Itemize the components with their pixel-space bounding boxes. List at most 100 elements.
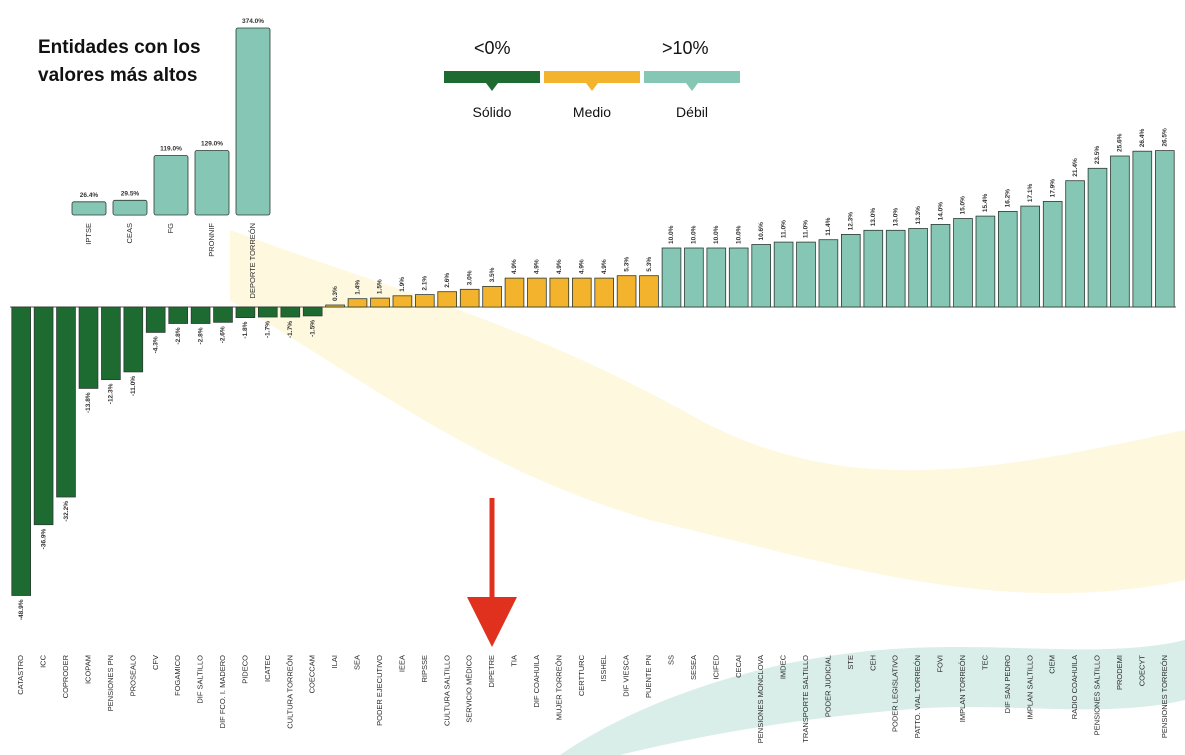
bar-icatec xyxy=(257,306,278,318)
category-label-icc: ICC xyxy=(39,654,48,668)
bar-coproder xyxy=(56,306,76,498)
value-label-servicio-medico: 3.0% xyxy=(466,270,473,285)
category-label-ilai: ILAI xyxy=(330,655,339,668)
background-swoosh-teal xyxy=(560,640,1185,755)
value-label-dif-saltillo: -2.8% xyxy=(197,327,204,344)
bar-radio-coahuila xyxy=(1065,180,1085,308)
value-label-certturc: 4.9% xyxy=(579,259,586,274)
value-label-tia: 4.9% xyxy=(511,259,518,274)
bar-cfv xyxy=(145,306,166,333)
bar-implan-torreon xyxy=(953,218,973,308)
category-label-dif-coahuila: DIF COAHUILA xyxy=(532,655,541,708)
legend: <0% >10% Sólido Medio Débil xyxy=(444,38,744,128)
category-label-ceh: CEH xyxy=(868,655,877,671)
bar-catastro xyxy=(11,306,31,596)
bar-puente-pn xyxy=(639,275,659,308)
value-label-icopam: -13.8% xyxy=(85,392,92,413)
bar-icifed xyxy=(706,247,727,308)
category-label-tia: TIA xyxy=(509,655,518,667)
value-label-poder-judicial: 11.4% xyxy=(825,217,832,235)
bar-pensiones-saltillo xyxy=(1087,167,1108,308)
bar-pideco xyxy=(235,306,256,319)
category-label-dif-san-pedro: DIF SAN PEDRO xyxy=(1003,655,1012,714)
bar-pensiones-monclova xyxy=(751,244,771,308)
value-label-puente-pn: 5.3% xyxy=(646,257,653,272)
category-label-icatec: ICATEC xyxy=(263,654,272,682)
background-swoosh-yellow xyxy=(230,230,1185,594)
value-label-pideco: -1.8% xyxy=(242,321,249,338)
bar-fogamico xyxy=(168,306,189,324)
bar-ss xyxy=(661,247,682,308)
category-label-implan-torreon: IMPLAN TORREÓN xyxy=(958,655,967,722)
value-label-icifed: 10.0% xyxy=(713,225,720,244)
category-label-pideco: PIDECO xyxy=(240,655,249,684)
category-label-cecai: CECAI xyxy=(734,655,743,678)
legend-swatch-debil xyxy=(644,71,740,83)
inset-value-label-ceas: 29.5% xyxy=(121,190,140,197)
category-label-dif-saltillo: DIF SALTILLO xyxy=(196,655,205,704)
inset-bar-deporte-torreon xyxy=(235,27,271,216)
value-label-transporte-saltillo: 11.0% xyxy=(803,220,810,238)
value-label-sesea: 10.0% xyxy=(691,225,698,244)
value-label-icc: -36.9% xyxy=(40,528,47,549)
category-label-poder-ejecutivo: PODER EJECUTIVO xyxy=(375,655,384,726)
category-label-sesea: SESEA xyxy=(689,655,698,680)
bar-fovi xyxy=(930,223,951,308)
bar-certturc xyxy=(572,277,592,308)
value-label-dif-fco-i-madero: -2.6% xyxy=(220,326,227,343)
bar-patto-vial-torreon xyxy=(908,228,928,308)
category-label-cfv: CFV xyxy=(151,655,160,670)
legend-swatch-medio xyxy=(544,71,640,83)
value-label-pensiones-pn: -12.3% xyxy=(108,383,115,404)
category-label-imdec: IMDEC xyxy=(779,654,788,679)
inset-category-label-deporte-torreon: DEPORTE TORREÓN xyxy=(248,223,257,298)
category-label-icopam: ICOPAM xyxy=(83,655,92,684)
category-label-poder-legislativo: PODER LEGISLATIVO xyxy=(891,655,900,732)
value-label-pensiones-saltillo: 23.5% xyxy=(1094,146,1101,165)
bar-dif-san-pedro xyxy=(998,210,1018,308)
inset-bar-ceas xyxy=(112,199,148,216)
value-label-coeccam: -1.5% xyxy=(309,320,316,337)
value-label-cfv: -4.3% xyxy=(153,336,160,353)
bar-ceh xyxy=(863,229,884,308)
bar-prosealo xyxy=(123,306,144,373)
value-label-coproder: -32.2% xyxy=(63,501,70,522)
value-label-patto-vial-torreon: 13.3% xyxy=(915,206,922,225)
value-label-cultura-saltillo: 2.6% xyxy=(444,273,451,288)
bar-ciem xyxy=(1042,200,1063,308)
bar-mujer-torreon xyxy=(549,277,570,308)
category-label-dif-fco-i-madero: DIF FCO. I. MADERO xyxy=(218,655,227,729)
legend-notch-solido xyxy=(486,83,498,91)
category-label-ss: SS xyxy=(666,655,675,665)
category-label-servicio-medico: SERVICIO MÉDICO xyxy=(465,655,474,723)
value-label-poder-ejecutivo: 1.5% xyxy=(377,279,384,294)
bar-imdec xyxy=(773,241,794,308)
bar-tia xyxy=(504,277,525,308)
value-label-pensiones-torreon: 26.5% xyxy=(1162,128,1169,147)
inset-value-label-pronnif: 129.0% xyxy=(201,141,223,148)
bar-cultura-saltillo xyxy=(437,291,457,308)
inset-bar-iptse xyxy=(71,201,107,216)
value-label-cultura-torreon: -1.7% xyxy=(287,321,294,338)
category-label-cultura-saltillo: CULTURA SALTILLO xyxy=(442,655,451,726)
bar-tec xyxy=(975,215,996,308)
value-label-ripsse: 2.1% xyxy=(422,276,429,291)
category-label-radio-coahuila: RADIO COAHUILA xyxy=(1070,655,1079,719)
category-label-ste: STE xyxy=(846,655,855,670)
bar-ste xyxy=(841,233,861,308)
bar-coeccam xyxy=(302,306,323,317)
value-label-cecai: 10.0% xyxy=(736,225,743,244)
category-label-coeccam: COECCAM xyxy=(308,655,317,693)
value-label-ciem: 17.9% xyxy=(1049,179,1056,198)
bar-cecai xyxy=(728,247,749,308)
value-label-ilai: 0.3% xyxy=(332,286,339,301)
value-label-dipetre: 3.5% xyxy=(489,267,496,282)
bar-ripsse xyxy=(414,294,435,308)
value-label-fogamico: -2.8% xyxy=(175,327,182,344)
value-label-catastro: -48.9% xyxy=(18,599,25,620)
legend-label-solido: Sólido xyxy=(472,104,512,120)
value-label-dif-san-pedro: 16.2% xyxy=(1005,189,1012,208)
legend-swatch-solido xyxy=(444,71,540,83)
bar-sea xyxy=(347,298,368,308)
category-label-implan-saltillo: IMPLAN SALTILLO xyxy=(1025,655,1034,720)
